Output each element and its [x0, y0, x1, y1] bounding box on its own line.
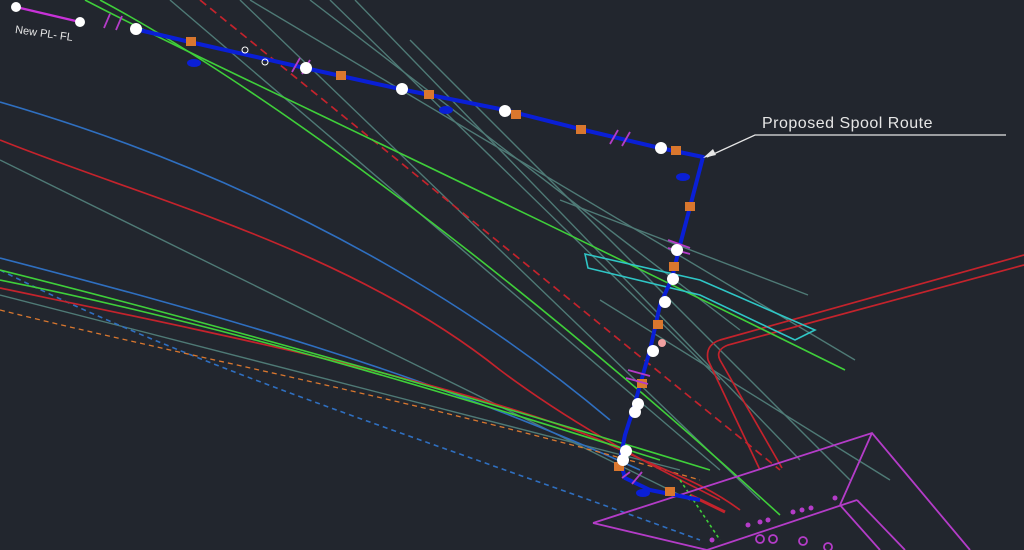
- support-marker-icon: [665, 487, 675, 496]
- node-point-icon: [75, 17, 85, 27]
- structure-edge: [592, 522, 708, 550]
- hole: [798, 536, 808, 546]
- node-point-icon: [667, 273, 679, 285]
- new-pipeline: [15, 5, 81, 24]
- node-point-icon: [241, 46, 249, 54]
- support-marker-icon: [186, 37, 196, 46]
- existing-line: [309, 0, 741, 331]
- support-marker-icon: [653, 320, 663, 329]
- spool-route-label: Proposed Spool Route: [762, 115, 933, 132]
- hole: [823, 542, 833, 550]
- flange-icon: [621, 471, 643, 485]
- existing-line: [354, 0, 801, 461]
- blue-pipelines: [0, 101, 701, 541]
- existing-line: [239, 0, 761, 501]
- green-line: [0, 279, 661, 461]
- orange-dashed-line: [0, 309, 701, 481]
- node-point-icon: [658, 339, 666, 347]
- green-dashed-line: [679, 479, 721, 541]
- support-marker-icon: [511, 110, 521, 119]
- node-point-icon: [396, 83, 408, 95]
- existing-line: [559, 199, 809, 296]
- red-dashed-line: [199, 0, 781, 471]
- flange-icon: [625, 369, 651, 385]
- node-point-icon: [659, 296, 671, 308]
- structure-dots: [709, 495, 838, 543]
- support-marker-icon: [336, 71, 346, 80]
- existing-line: [169, 0, 721, 471]
- node-point-icon: [655, 142, 667, 154]
- route-tags: [187, 59, 690, 497]
- existing-line: [0, 294, 681, 471]
- node-point-icon: [130, 23, 142, 35]
- node-point-icon: [261, 58, 269, 66]
- existing-line: [599, 299, 891, 481]
- existing-line: [249, 0, 856, 361]
- node-point-icon: [647, 345, 659, 357]
- proposed-spool-route[interactable]: [134, 27, 705, 502]
- node-point-icon: [671, 244, 683, 256]
- platform-structure: [15, 5, 971, 550]
- blue-line: [0, 101, 611, 421]
- node-point-icon: [499, 105, 511, 117]
- blue-line: [0, 257, 641, 471]
- flange-icon: [103, 13, 123, 31]
- leader-arrow-icon: [703, 134, 1006, 158]
- support-markers: [186, 37, 695, 496]
- structure-edge: [839, 504, 881, 550]
- flange-icon: [609, 129, 631, 147]
- node-point-icon: [617, 454, 629, 466]
- red-line: [706, 254, 1024, 471]
- hole: [755, 534, 765, 544]
- green-line: [84, 0, 846, 371]
- structure-edge: [839, 432, 873, 506]
- existing-line: [409, 39, 851, 481]
- red-line: [0, 287, 741, 511]
- green-line: [0, 269, 711, 471]
- support-marker-icon: [637, 379, 647, 388]
- existing-line: [329, 0, 721, 381]
- green-pipelines: [0, 0, 846, 541]
- support-marker-icon: [614, 462, 624, 471]
- structure-edge: [856, 499, 906, 550]
- existing-line: [0, 159, 691, 501]
- node-points: [11, 2, 683, 466]
- node-point-icon: [11, 2, 21, 12]
- support-marker-icon: [576, 125, 586, 134]
- cyan-outline: [583, 252, 817, 341]
- support-marker-icon: [424, 90, 434, 99]
- existing-pipelines: [0, 0, 891, 501]
- node-point-icon: [629, 406, 641, 418]
- structure-edge: [706, 499, 858, 550]
- node-point-icon: [300, 62, 312, 74]
- support-marker-icon: [685, 202, 695, 211]
- support-marker-icon: [671, 146, 681, 155]
- green-line: [99, 0, 781, 516]
- red-line: [717, 264, 1024, 469]
- support-marker-icon: [669, 262, 679, 271]
- hole: [768, 534, 778, 544]
